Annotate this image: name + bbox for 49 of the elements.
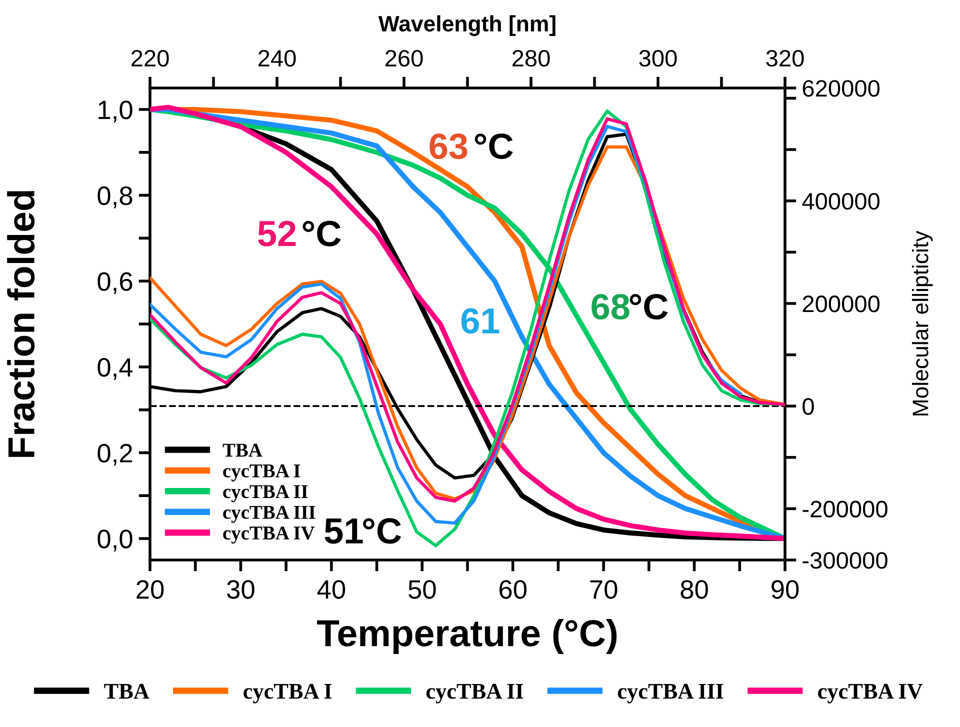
x-tick-label: 80 bbox=[680, 580, 708, 599]
annotation: 63 bbox=[430, 133, 468, 160]
legend-label: cycTBA I bbox=[223, 464, 300, 482]
x-tick-label: 260 bbox=[385, 50, 423, 67]
legend-label: TBA bbox=[222, 444, 262, 457]
annotation: °C bbox=[474, 133, 513, 160]
x-tick-label: 320 bbox=[766, 50, 804, 67]
annotation: °C bbox=[302, 220, 341, 246]
y-tick-label: 200000 bbox=[802, 296, 880, 312]
y-tick-label: 0 bbox=[802, 398, 814, 415]
annotation: 52 bbox=[258, 220, 296, 246]
y-tick-label: 0,4 bbox=[98, 358, 133, 380]
x-tick-label: 300 bbox=[639, 50, 677, 67]
annotation: 51 bbox=[324, 518, 363, 544]
x-axis-title: Temperature (°C) bbox=[316, 619, 617, 654]
x-tick-label: 70 bbox=[590, 580, 618, 599]
y-tick-label: 400000 bbox=[802, 192, 880, 210]
y-axis-title: Fraction folded bbox=[7, 191, 35, 457]
x-tick-label: 20 bbox=[136, 580, 164, 599]
y-tick-label: 0,2 bbox=[98, 444, 132, 466]
y-tick-label: -300000 bbox=[802, 552, 888, 569]
legend-label: cycTBA IV bbox=[223, 526, 315, 544]
legend-label: cycTBA IV bbox=[818, 684, 923, 704]
x-tick-label: 90 bbox=[772, 580, 799, 599]
y-tick-label: 0,6 bbox=[98, 272, 132, 294]
y-tick-label: 0,0 bbox=[98, 530, 132, 552]
legend-label: TBA bbox=[104, 684, 150, 699]
annotation: 61 bbox=[461, 308, 500, 334]
annotation: °C bbox=[363, 518, 402, 544]
y-axis-title: Molecular ellipticity bbox=[912, 230, 933, 416]
x-tick-label: 30 bbox=[227, 580, 254, 599]
legend-label: cycTBA II bbox=[426, 684, 524, 704]
x-tick-label: 40 bbox=[317, 580, 346, 599]
legend-label: cycTBA III bbox=[618, 684, 724, 704]
x-tick-label: 220 bbox=[131, 50, 169, 67]
x-axis-title: Wavelength [nm] bbox=[378, 15, 556, 36]
y-tick-label: 620000 bbox=[802, 80, 880, 97]
y-tick-label: -200000 bbox=[802, 500, 888, 518]
x-tick-label: 50 bbox=[408, 580, 436, 599]
x-tick-label: 280 bbox=[512, 50, 550, 67]
x-tick-label: 240 bbox=[258, 50, 296, 67]
x-tick-label: 60 bbox=[500, 580, 527, 599]
y-tick-label: 0,8 bbox=[98, 186, 132, 208]
legend-label: cycTBA II bbox=[223, 485, 308, 502]
annotation: °C bbox=[630, 294, 668, 320]
annotation: 68 bbox=[592, 294, 630, 320]
y-tick-label: 1,0 bbox=[98, 100, 132, 122]
legend-label: cycTBA I bbox=[244, 684, 332, 704]
legend-label: cycTBA III bbox=[223, 506, 316, 523]
